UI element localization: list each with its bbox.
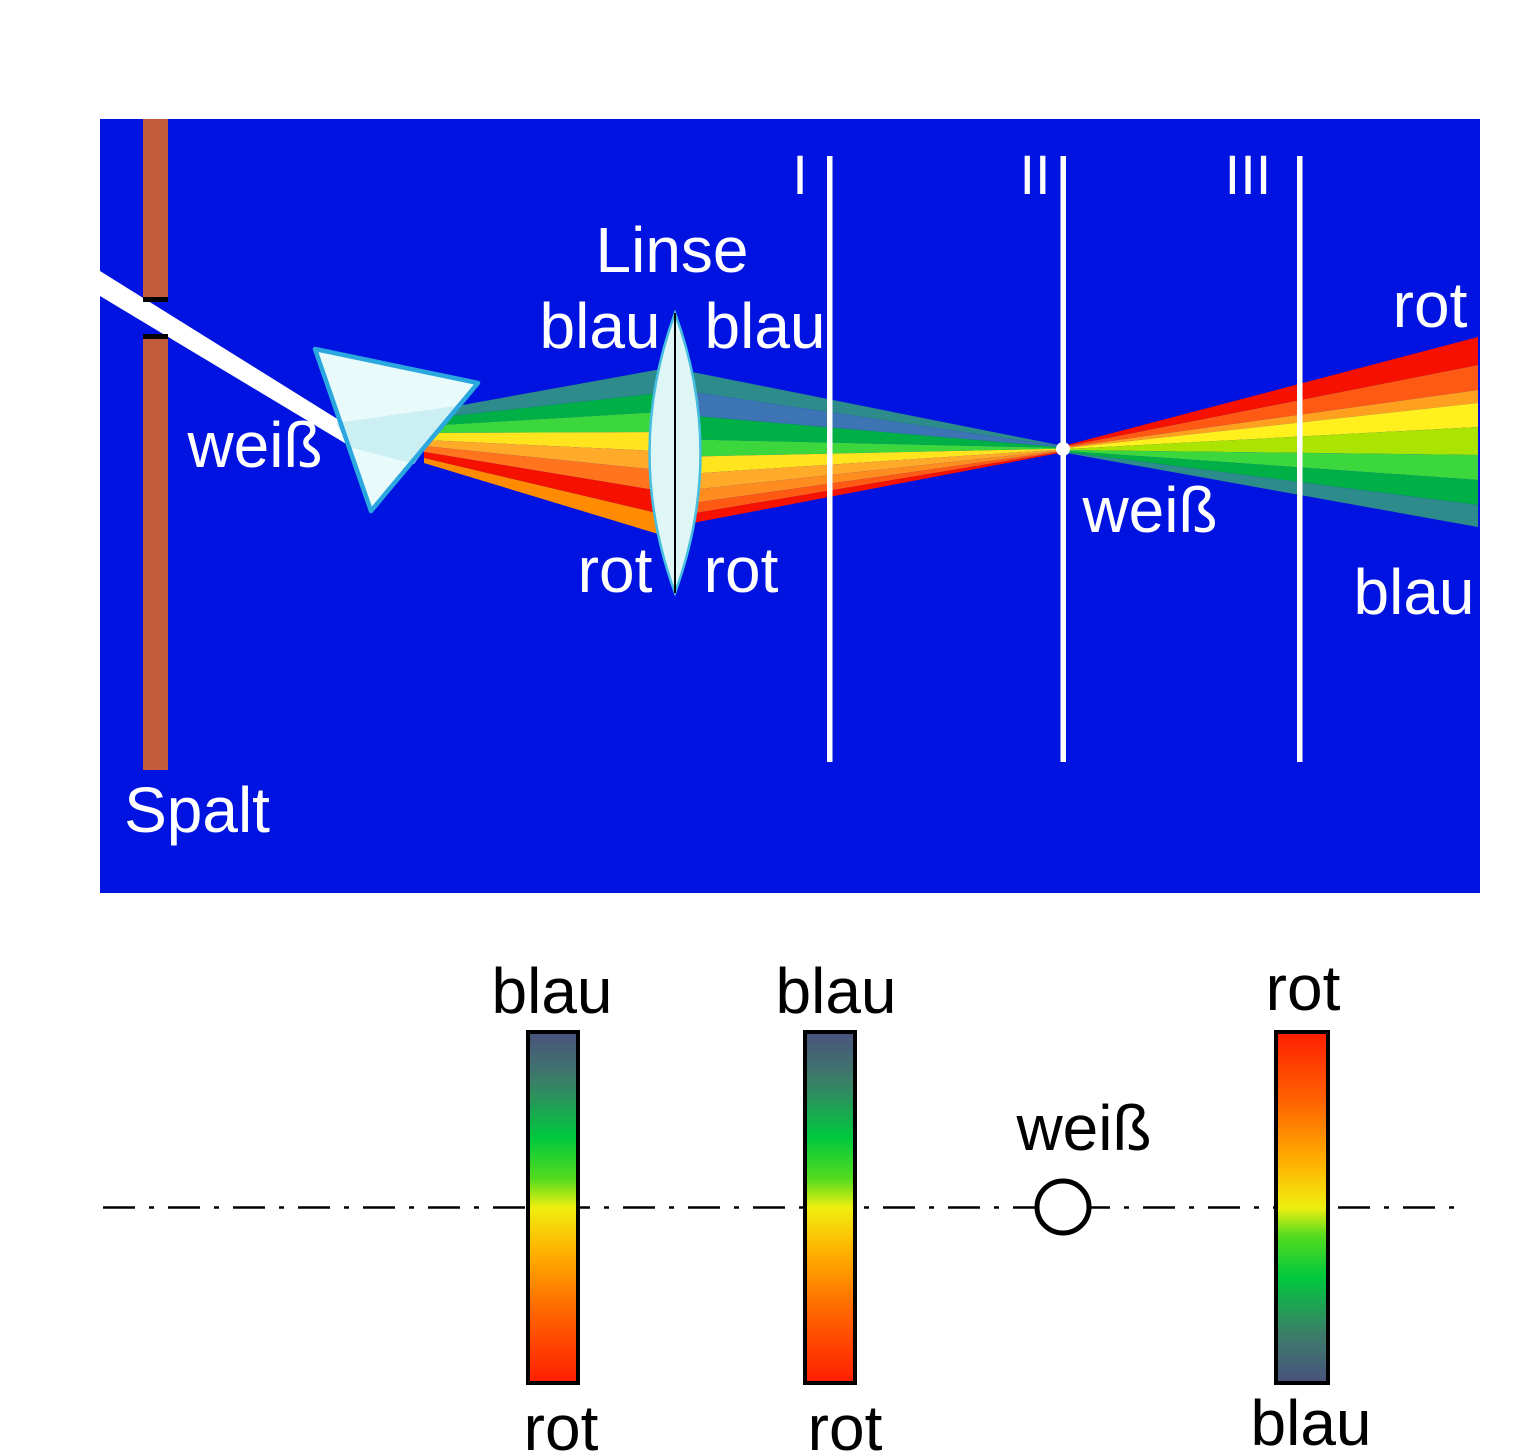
white-light-beam (100, 271, 348, 445)
label-bar2-bottom: rot (808, 1392, 883, 1454)
white-point-circle (1034, 1178, 1092, 1236)
light-band-prism-to-lens-1 (424, 391, 678, 426)
label-spalt: Spalt (124, 774, 270, 846)
light-band-lens-to-focus-8 (672, 451, 1061, 527)
label-screen-1: I (792, 143, 808, 206)
light-band-prism-to-lens-7 (424, 458, 678, 540)
light-fans (424, 337, 1478, 540)
slit-bar-upper (143, 119, 168, 297)
label-blau-left-lens: blau (540, 290, 661, 362)
label-bar3-top: rot (1266, 952, 1341, 1024)
screen-line-3 (1297, 156, 1303, 762)
label-weiss-point: weiß (1015, 1092, 1151, 1164)
label-rot-left-lens: rot (578, 534, 653, 606)
spectrum-bar-1 (526, 1030, 580, 1385)
label-rot-far-right: rot (1393, 269, 1468, 341)
light-band-prism-to-lens-6 (424, 452, 678, 518)
light-band-lens-to-focus-2 (672, 414, 1061, 448)
light-band-lens-to-focus-6 (672, 450, 1061, 506)
beam-inside-prism (336, 406, 456, 464)
slit-edge-upper (143, 297, 168, 302)
light-band-after-focus-7 (1063, 451, 1478, 527)
slit-edge-lower (143, 334, 168, 339)
light-band-after-focus-4 (1063, 427, 1478, 455)
spectrum-bar-2 (803, 1030, 857, 1385)
label-bar3-bottom: blau (1251, 1387, 1372, 1454)
label-screen-2: II (1019, 143, 1050, 206)
light-band-prism-to-lens-5 (424, 446, 678, 494)
prism-outline (312, 346, 481, 514)
light-band-after-focus-5 (1063, 450, 1478, 480)
light-band-lens-to-focus-5 (672, 449, 1061, 492)
screen-line-1 (827, 156, 833, 762)
light-band-prism-to-lens-0 (424, 366, 678, 419)
screen-line-2 (1060, 156, 1066, 762)
label-screen-3: III (1225, 143, 1272, 206)
label-weiss-beam: weiß (186, 409, 322, 481)
label-blau-right-lens: blau (705, 290, 826, 362)
blue-panel (100, 119, 1480, 893)
light-band-lens-to-focus-4 (672, 448, 1061, 475)
light-band-lens-to-focus-1 (672, 389, 1061, 448)
light-band-lens-to-focus-0 (672, 368, 1061, 447)
label-bar1-top: blau (492, 955, 613, 1027)
label-blau-far-right: blau (1354, 556, 1475, 628)
light-band-after-focus-3 (1063, 403, 1478, 450)
light-band-prism-to-lens-3 (424, 432, 678, 452)
label-rot-right-lens: rot (704, 534, 779, 606)
light-band-after-focus-2 (1063, 390, 1478, 449)
light-band-after-focus-1 (1063, 365, 1478, 448)
slit-bar-lower (143, 339, 168, 770)
focal-point-dot (1056, 442, 1070, 456)
light-band-after-focus-6 (1063, 450, 1478, 505)
light-band-prism-to-lens-2 (424, 411, 678, 433)
label-bar2-top: blau (776, 955, 897, 1027)
light-band-lens-to-focus-7 (672, 451, 1061, 517)
label-weiss-focus: weiß (1081, 474, 1217, 546)
label-bar1-bottom: rot (524, 1392, 599, 1454)
light-band-prism-to-lens-4 (424, 440, 678, 472)
label-linse: Linse (596, 214, 749, 286)
light-band-after-focus-0 (1063, 337, 1478, 447)
spectrum-bar-3 (1274, 1030, 1330, 1385)
light-band-lens-to-focus-3 (672, 439, 1061, 457)
